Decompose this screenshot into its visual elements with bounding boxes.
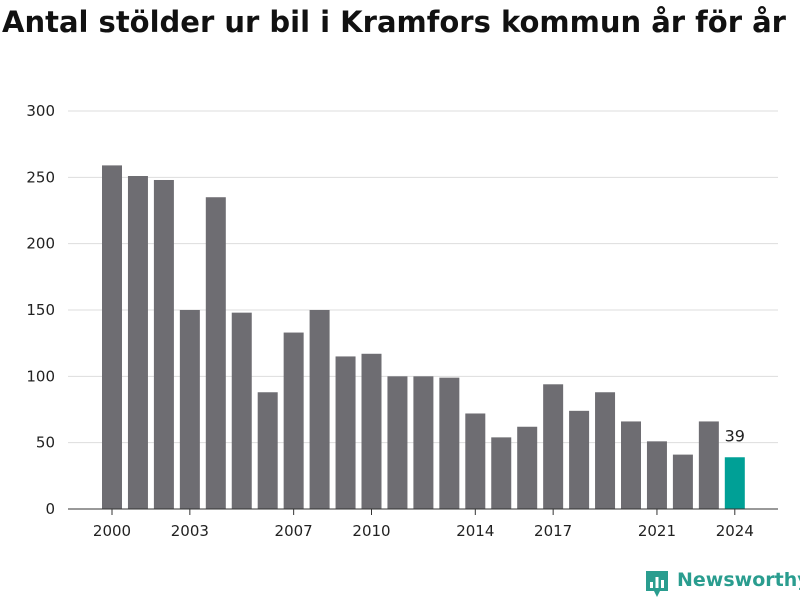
- bar-2013: [439, 377, 460, 509]
- x-axis-ticks: 2000 2003 2007 2010 2014 2017 2021 2024: [93, 509, 754, 540]
- bar-2018: [569, 410, 590, 509]
- bar-2021: [646, 441, 667, 509]
- bar-2011: [387, 376, 408, 509]
- bar-2022: [672, 454, 693, 509]
- data-labels: 39: [725, 426, 745, 445]
- chart-title: Antal stölder ur bil i Kramfors kommun å…: [2, 5, 786, 39]
- bar-2001: [127, 176, 148, 510]
- y-axis-ticks: 0 50 100 150 200 250 300: [26, 102, 55, 518]
- y-tick-label: 0: [45, 500, 55, 518]
- bar-2019: [595, 392, 616, 509]
- x-tick-label: 2017: [534, 522, 572, 540]
- bar-2020: [621, 421, 641, 509]
- bar-2009: [335, 356, 356, 509]
- bar-2007: [283, 332, 304, 509]
- x-tick-label: 2000: [93, 522, 131, 540]
- bar-2017: [543, 384, 564, 509]
- bar-2015: [491, 437, 512, 509]
- x-tick-label: 2014: [456, 522, 494, 540]
- y-tick-label: 200: [26, 235, 55, 253]
- y-tick-label: 150: [26, 301, 55, 319]
- x-tick-label: 2003: [171, 522, 209, 540]
- bar-2016: [517, 426, 538, 509]
- y-tick-label: 300: [26, 102, 55, 120]
- bar-2024: [724, 457, 745, 509]
- y-tick-label: 250: [26, 168, 55, 186]
- bar-2005: [231, 312, 252, 509]
- bar-2000: [102, 165, 122, 510]
- bar-2002: [153, 179, 174, 509]
- x-tick-label: 2007: [275, 522, 313, 540]
- bars: [102, 165, 745, 510]
- newsworthy-logo[interactable]: Newsworthy: [644, 568, 800, 598]
- x-tick-label: 2024: [716, 522, 754, 540]
- bar-2023: [698, 421, 719, 509]
- bar-2014: [465, 413, 486, 509]
- x-tick-label: 2010: [352, 522, 390, 540]
- y-tick-label: 50: [36, 434, 55, 452]
- x-tick-label: 2021: [638, 522, 676, 540]
- y-tick-label: 100: [26, 367, 55, 385]
- data-label-2024: 39: [725, 426, 745, 445]
- newsworthy-logo-icon: [646, 571, 668, 597]
- bar-2003: [179, 310, 200, 509]
- bar-2010: [361, 353, 382, 509]
- bar-2008: [309, 310, 330, 509]
- bar-2004: [205, 197, 226, 509]
- newsworthy-logo-text: Newsworthy: [677, 569, 800, 591]
- bar-2012: [413, 376, 434, 509]
- bar-2006: [257, 392, 278, 509]
